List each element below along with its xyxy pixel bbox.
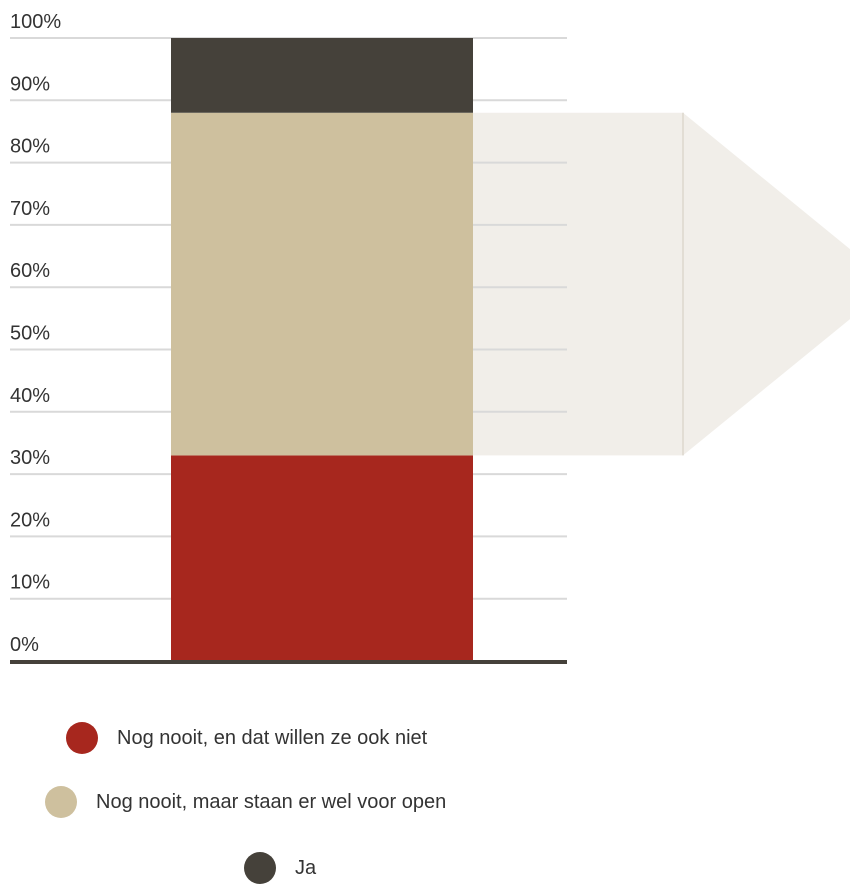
y-tick-label: 80% [10,136,50,158]
y-tick-label: 30% [10,447,50,469]
y-tick-label: 10% [10,572,50,594]
legend-marker-ja [244,852,276,884]
y-tick-label: 20% [10,509,50,531]
bar-segment-open [171,112,473,456]
callout-shape [473,112,850,456]
legend-item-ja: Ja [244,852,316,884]
y-tick-label: 0% [10,634,39,656]
stacked-bar-chart: 0% 10% 20% 30% 40% 50% 60% 70% 80% 90% 100% [10,11,850,664]
legend-label-open: Nog nooit, maar staan er wel voor open [96,790,447,813]
legend-marker-open [45,786,77,818]
legend-label-ja: Ja [295,856,317,879]
y-tick-label: 40% [10,385,50,407]
y-tick-label: 100% [10,11,61,33]
legend-label-refuse: Nog nooit, en dat willen ze ook niet [117,726,428,749]
bars [171,38,473,661]
y-axis-ticks: 0% 10% 20% 30% 40% 50% 60% 70% 80% 90% 100% [10,11,61,656]
y-tick-label: 60% [10,260,50,282]
y-tick-label: 70% [10,198,50,220]
callout-layer [473,112,850,456]
legend-marker-refuse [66,722,98,754]
bar-segment-refuse [171,455,473,661]
legend-item-refuse: Nog nooit, en dat willen ze ook niet [66,722,427,754]
bar-segment-ja [171,38,473,113]
y-tick-label: 50% [10,323,50,345]
legend-item-open: Nog nooit, maar staan er wel voor open [45,786,446,818]
y-tick-label: 90% [10,73,50,95]
